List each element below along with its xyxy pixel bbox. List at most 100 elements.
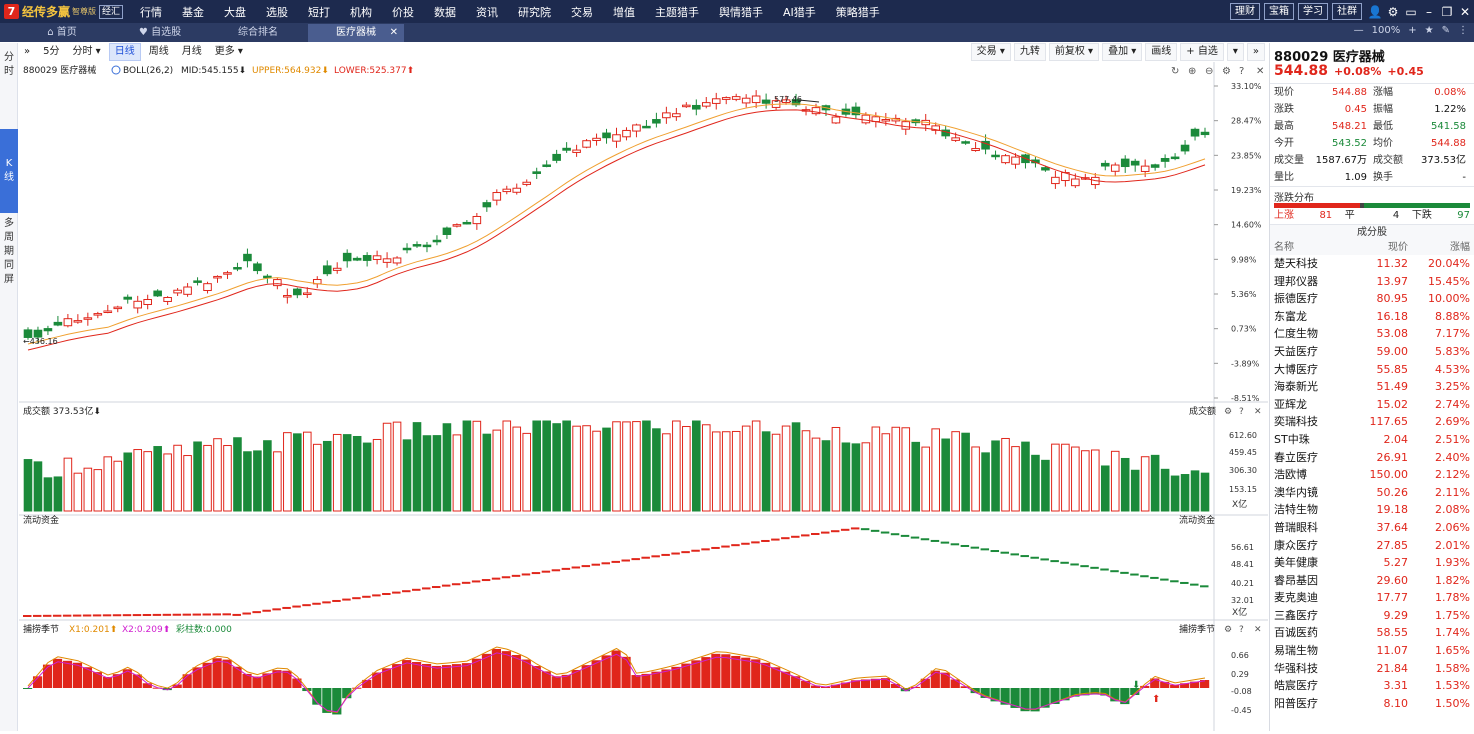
col-name[interactable]: 名称 (1274, 242, 1294, 253)
constituent-row[interactable]: 麦克奥迪 17.77 1.78% (1270, 589, 1474, 607)
constituent-row[interactable]: 理邦仪器 13.97 15.45% (1270, 273, 1474, 291)
period-btn-1[interactable]: 5分 (43, 46, 60, 57)
refresh-icon[interactable]: ↻ (1171, 66, 1179, 77)
menu-item-1[interactable]: 基金 (182, 5, 204, 19)
menu-item-13[interactable]: 舆情猎手 (719, 5, 763, 19)
period-btn-0[interactable]: » (24, 46, 31, 57)
constituent-row[interactable]: 三鑫医疗 9.29 1.75% (1270, 607, 1474, 625)
chart-tool-btn-2[interactable]: 前复权 ▾ (1048, 43, 1100, 61)
constituent-row[interactable]: 浩欧博 150.00 2.12% (1270, 466, 1474, 484)
help-icon[interactable]: ? (1239, 625, 1244, 635)
constituent-row[interactable]: 洁特生物 19.18 2.08% (1270, 501, 1474, 519)
constituent-row[interactable]: 华强科技 21.84 1.58% (1270, 660, 1474, 678)
menu-item-4[interactable]: 短打 (308, 5, 330, 19)
tab-1[interactable]: ♥ 自选股 (112, 24, 208, 42)
constituent-row[interactable]: 奕瑞科技 117.65 2.69% (1270, 413, 1474, 431)
constituent-row[interactable]: 天益医疗 59.00 5.83% (1270, 343, 1474, 361)
gear-icon[interactable]: ⚙ (1222, 66, 1231, 77)
menu-item-0[interactable]: 行情 (140, 5, 162, 19)
close-icon[interactable]: ✕ (1254, 407, 1262, 417)
close-icon[interactable]: ✕ (1459, 4, 1471, 19)
tool-button-3[interactable]: 社群 (1332, 3, 1362, 20)
constituent-row[interactable]: 仁度生物 53.08 7.17% (1270, 325, 1474, 343)
constituent-row[interactable]: 澳华内镜 50.26 2.11% (1270, 484, 1474, 502)
menu-item-12[interactable]: 主题猎手 (655, 5, 699, 19)
constituent-row[interactable]: 百诚医药 58.55 1.74% (1270, 624, 1474, 642)
close-icon[interactable]: ✕ (1254, 625, 1262, 635)
constituent-row[interactable]: 振德医疗 80.95 10.00% (1270, 290, 1474, 308)
constituent-row[interactable]: 楚天科技 11.32 20.04% (1270, 255, 1474, 273)
constituent-row[interactable]: 美年健康 5.27 1.93% (1270, 554, 1474, 572)
tool-button-0[interactable]: 理财 (1230, 3, 1260, 20)
indicator-toggle-icon[interactable] (111, 65, 121, 75)
minimize-icon[interactable]: – (1426, 4, 1432, 19)
remove-icon[interactable]: ⊖ (1205, 66, 1213, 77)
period-btn-3[interactable]: 日线 (108, 43, 141, 61)
chart-area[interactable]: 880029 医疗器械 BOLL(26,2) MID:545.155⬇ UPPER:5… (19, 62, 1268, 731)
menu-item-3[interactable]: 选股 (266, 5, 288, 19)
window-icon[interactable]: ▭ (1405, 4, 1417, 19)
menu-item-14[interactable]: AI猎手 (783, 5, 816, 19)
constituent-row[interactable]: 阳普医疗 8.10 1.50% (1270, 695, 1474, 713)
menu-item-11[interactable]: 增值 (613, 5, 635, 19)
period-btn-2[interactable]: 分时 ▾ (72, 46, 101, 57)
constituent-row[interactable]: 睿昂基因 29.60 1.82% (1270, 572, 1474, 590)
menu-item-6[interactable]: 价投 (392, 5, 414, 19)
menu-item-2[interactable]: 大盘 (224, 5, 246, 19)
gear-icon[interactable]: ⚙ (1387, 4, 1399, 19)
menu-item-15[interactable]: 策略猎手 (835, 5, 880, 19)
tool-button-2[interactable]: 学习 (1298, 3, 1328, 20)
constituent-row[interactable]: 皓宸医疗 3.31 1.53% (1270, 677, 1474, 695)
constituent-row[interactable]: 海泰新光 51.49 3.25% (1270, 378, 1474, 396)
leftnav-item-2[interactable]: 多 周 期 同 屏 (4, 218, 14, 285)
chart-tool-btn-3[interactable]: 叠加 ▾ (1102, 43, 1143, 61)
chart-tool-btn-6[interactable]: ▾ (1226, 43, 1244, 61)
col-pct[interactable]: 涨幅 (1450, 242, 1470, 253)
constituent-row[interactable]: 大博医疗 55.85 4.53% (1270, 361, 1474, 379)
leftnav-item-1[interactable]: K 线 (0, 129, 18, 213)
chart-tool-btn-7[interactable]: » (1246, 43, 1265, 61)
tab-0[interactable]: ⌂ 首页 (14, 24, 110, 42)
stock-price: 15.02 (1376, 397, 1409, 411)
leftnav-item-0[interactable]: 分 时 (4, 52, 14, 77)
zoom-out-icon[interactable]: — (1353, 25, 1364, 36)
period-btn-4[interactable]: 周线 (148, 46, 169, 57)
gear-icon[interactable]: ⚙ (1224, 625, 1232, 635)
constituent-row[interactable]: 东富龙 16.18 8.88% (1270, 308, 1474, 326)
tab-2[interactable]: 综合排名 (210, 24, 306, 42)
menu-item-10[interactable]: 交易 (571, 5, 593, 19)
kline-chart-svg[interactable]: 880029 医疗器械 BOLL(26,2) MID:545.155⬇ UPPER:5… (19, 62, 1268, 731)
menu-item-7[interactable]: 数据 (434, 5, 456, 19)
chart-tool-btn-5[interactable]: + 自选 (1180, 43, 1224, 61)
star-icon[interactable]: ★ (1424, 25, 1434, 36)
gear-icon[interactable]: ⚙ (1224, 407, 1232, 417)
constituent-row[interactable]: 康众医疗 27.85 2.01% (1270, 537, 1474, 555)
edit-icon[interactable]: ✎ (1441, 25, 1450, 36)
zoom-in-icon[interactable]: + (1408, 25, 1417, 36)
constituent-row[interactable]: 易瑞生物 11.07 1.65% (1270, 642, 1474, 660)
chart-tool-btn-4[interactable]: 画线 (1145, 43, 1178, 61)
close-icon[interactable]: ✕ (1256, 66, 1264, 77)
constituent-row[interactable]: 普瑞眼科 37.64 2.06% (1270, 519, 1474, 537)
tab-3[interactable]: 医疗器械 ✕ (308, 24, 404, 42)
col-price[interactable]: 现价 (1388, 242, 1408, 253)
tool-button-1[interactable]: 宝箱 (1264, 3, 1294, 20)
add-icon[interactable]: ⊕ (1188, 66, 1196, 77)
chart-tool-btn-0[interactable]: 交易 ▾ (970, 43, 1011, 61)
help-icon[interactable]: ? (1239, 407, 1244, 417)
constituent-row[interactable]: ST中珠 2.04 2.51% (1270, 431, 1474, 449)
period-btn-5[interactable]: 月线 (181, 46, 202, 57)
user-icon[interactable]: 👤 (1367, 4, 1383, 19)
chart-tool-btn-1[interactable]: 九转 (1013, 43, 1046, 61)
menu-item-8[interactable]: 资讯 (476, 5, 498, 19)
edition-box[interactable]: 经汇 (99, 4, 124, 19)
restore-icon[interactable]: ❐ (1441, 4, 1453, 19)
constituent-row[interactable]: 春立医疗 26.91 2.40% (1270, 449, 1474, 467)
period-btn-6[interactable]: 更多 ▾ (214, 46, 243, 57)
help-icon[interactable]: ? (1239, 66, 1244, 77)
close-tab-icon[interactable]: ✕ (389, 27, 398, 38)
constituent-row[interactable]: 亚辉龙 15.02 2.74% (1270, 396, 1474, 414)
menu-item-5[interactable]: 机构 (350, 5, 372, 19)
menu-item-9[interactable]: 研究院 (518, 5, 551, 19)
more-icon[interactable]: ⋮ (1458, 25, 1468, 36)
